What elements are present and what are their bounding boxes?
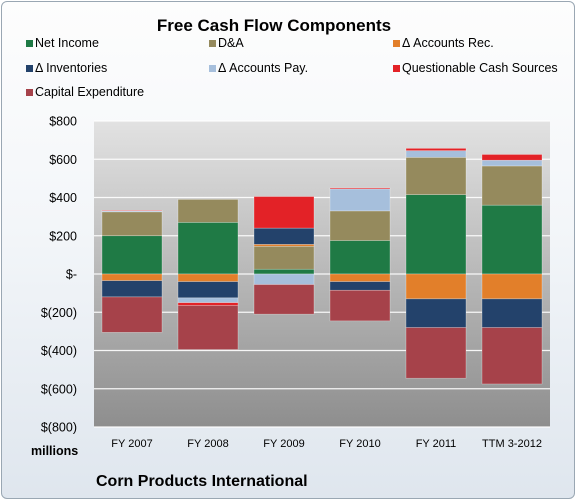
bar-d-a	[253, 245, 315, 270]
legend-swatch-accounts-pay	[209, 65, 216, 72]
bar-accounts-rec	[329, 273, 391, 282]
x-tick-label: FY 2007	[111, 438, 152, 450]
bar-questionable-cash-sources	[253, 196, 315, 229]
bar-group-fy-2007	[101, 210, 163, 333]
y-tick-label: $400	[49, 191, 77, 205]
bar-net-income	[329, 240, 391, 275]
y-axis-unit-label: millions	[31, 444, 78, 458]
bar-capital-expenditure	[253, 284, 315, 315]
bar-inventories	[329, 281, 391, 291]
y-tick-label: $200	[49, 229, 77, 243]
bar-accounts-rec	[101, 273, 163, 281]
legend-label-d-a: D&A	[218, 36, 244, 50]
bar-capital-expenditure	[405, 327, 467, 379]
bar-accounts-pay	[329, 188, 391, 212]
bar-accounts-rec	[177, 273, 239, 282]
bar-inventories	[405, 298, 467, 328]
legend-label-questionable-cash-sources: Questionable Cash Sources	[402, 61, 558, 75]
legend-label-inventories: Δ Inventories	[35, 61, 107, 75]
bar-d-a	[101, 211, 163, 237]
x-tick-label: FY 2009	[263, 438, 304, 450]
bar-accounts-pay	[481, 159, 543, 167]
legend-item-inventories: Δ Inventories	[26, 61, 107, 75]
bar-inventories	[253, 227, 315, 245]
x-tick-label: TTM 3-2012	[482, 438, 542, 450]
legend-item-capital-expenditure: Capital Expenditure	[26, 85, 144, 99]
bar-accounts-pay	[177, 297, 239, 303]
x-tick-label: FY 2011	[416, 438, 457, 450]
bar-net-income	[481, 204, 543, 275]
bar-group-fy-2011	[405, 148, 467, 379]
legend-item-net-income: Net Income	[26, 36, 99, 50]
bar-inventories	[101, 280, 163, 298]
y-tick-label: $(400)	[41, 344, 77, 358]
chart-title: Free Cash Flow Components	[157, 16, 391, 35]
bar-accounts-pay	[405, 150, 467, 158]
bar-accounts-pay	[253, 273, 315, 285]
legend-swatch-inventories	[26, 65, 33, 72]
y-tick-label: $-	[66, 268, 77, 282]
x-tick-label: FY 2008	[187, 438, 228, 450]
bar-questionable-cash-sources	[329, 187, 391, 190]
legend-label-capital-expenditure: Capital Expenditure	[35, 85, 144, 99]
bar-capital-expenditure	[329, 289, 391, 322]
y-tick-label: $800	[49, 115, 77, 129]
x-tick-label: FY 2010	[339, 438, 380, 450]
gridlines	[94, 120, 550, 428]
bar-group-fy-2008	[177, 199, 239, 350]
bar-net-income	[405, 194, 467, 275]
legend-swatch-questionable-cash-sources	[393, 65, 400, 72]
bar-d-a	[177, 199, 239, 223]
legend-swatch-d-a	[209, 40, 216, 47]
company-name: Corn Products International	[96, 473, 308, 490]
legend-label-net-income: Net Income	[35, 36, 99, 50]
y-tick-label: $(600)	[41, 382, 77, 396]
x-axis-ticks: FY 2007 FY 2008 FY 2009 FY 2010 FY 2011 TTM 3…	[111, 438, 542, 450]
legend: Net Income D&A Δ Accounts Rec. Δ Inventorie…	[26, 36, 558, 99]
bar-group-ttm-3-2012	[481, 154, 543, 385]
y-tick-label: $(200)	[41, 306, 77, 320]
bar-group-fy-2009	[253, 196, 315, 315]
legend-swatch-net-income	[26, 40, 33, 47]
bar-capital-expenditure	[481, 327, 543, 385]
bar-net-income	[253, 268, 315, 275]
legend-swatch-accounts-rec	[393, 40, 400, 47]
bar-group-fy-2010	[329, 187, 391, 322]
legend-item-accounts-pay: Δ Accounts Pay.	[209, 61, 308, 75]
y-tick-label: $600	[49, 153, 77, 167]
bar-questionable-cash-sources	[405, 148, 467, 151]
bar-net-income	[101, 235, 163, 275]
legend-item-questionable-cash-sources: Questionable Cash Sources	[393, 61, 558, 75]
bar-d-a	[329, 210, 391, 241]
bar-capital-expenditure	[177, 305, 239, 350]
bar-inventories	[177, 281, 239, 299]
bar-questionable-cash-sources	[177, 302, 239, 306]
bar-net-income	[177, 222, 239, 275]
y-axis-ticks: $(800) $(600) $(400) $(200) $- $200 $400 $600 $8…	[41, 115, 77, 435]
legend-label-accounts-pay: Δ Accounts Pay.	[218, 61, 308, 75]
bar-questionable-cash-sources	[101, 210, 163, 212]
bar-capital-expenditure	[101, 296, 163, 333]
legend-label-accounts-rec: Δ Accounts Rec.	[402, 36, 494, 50]
legend-item-d-a: D&A	[209, 36, 244, 50]
bar-accounts-rec	[481, 273, 543, 300]
legend-item-accounts-rec: Δ Accounts Rec.	[393, 36, 494, 50]
bar-d-a	[405, 157, 467, 195]
bars	[101, 148, 543, 385]
bar-inventories	[481, 298, 543, 328]
bar-d-a	[481, 165, 543, 206]
bar-accounts-rec	[405, 273, 467, 300]
y-tick-label: $(800)	[41, 421, 77, 435]
bar-questionable-cash-sources	[481, 154, 543, 161]
legend-swatch-capital-expenditure	[26, 89, 33, 96]
